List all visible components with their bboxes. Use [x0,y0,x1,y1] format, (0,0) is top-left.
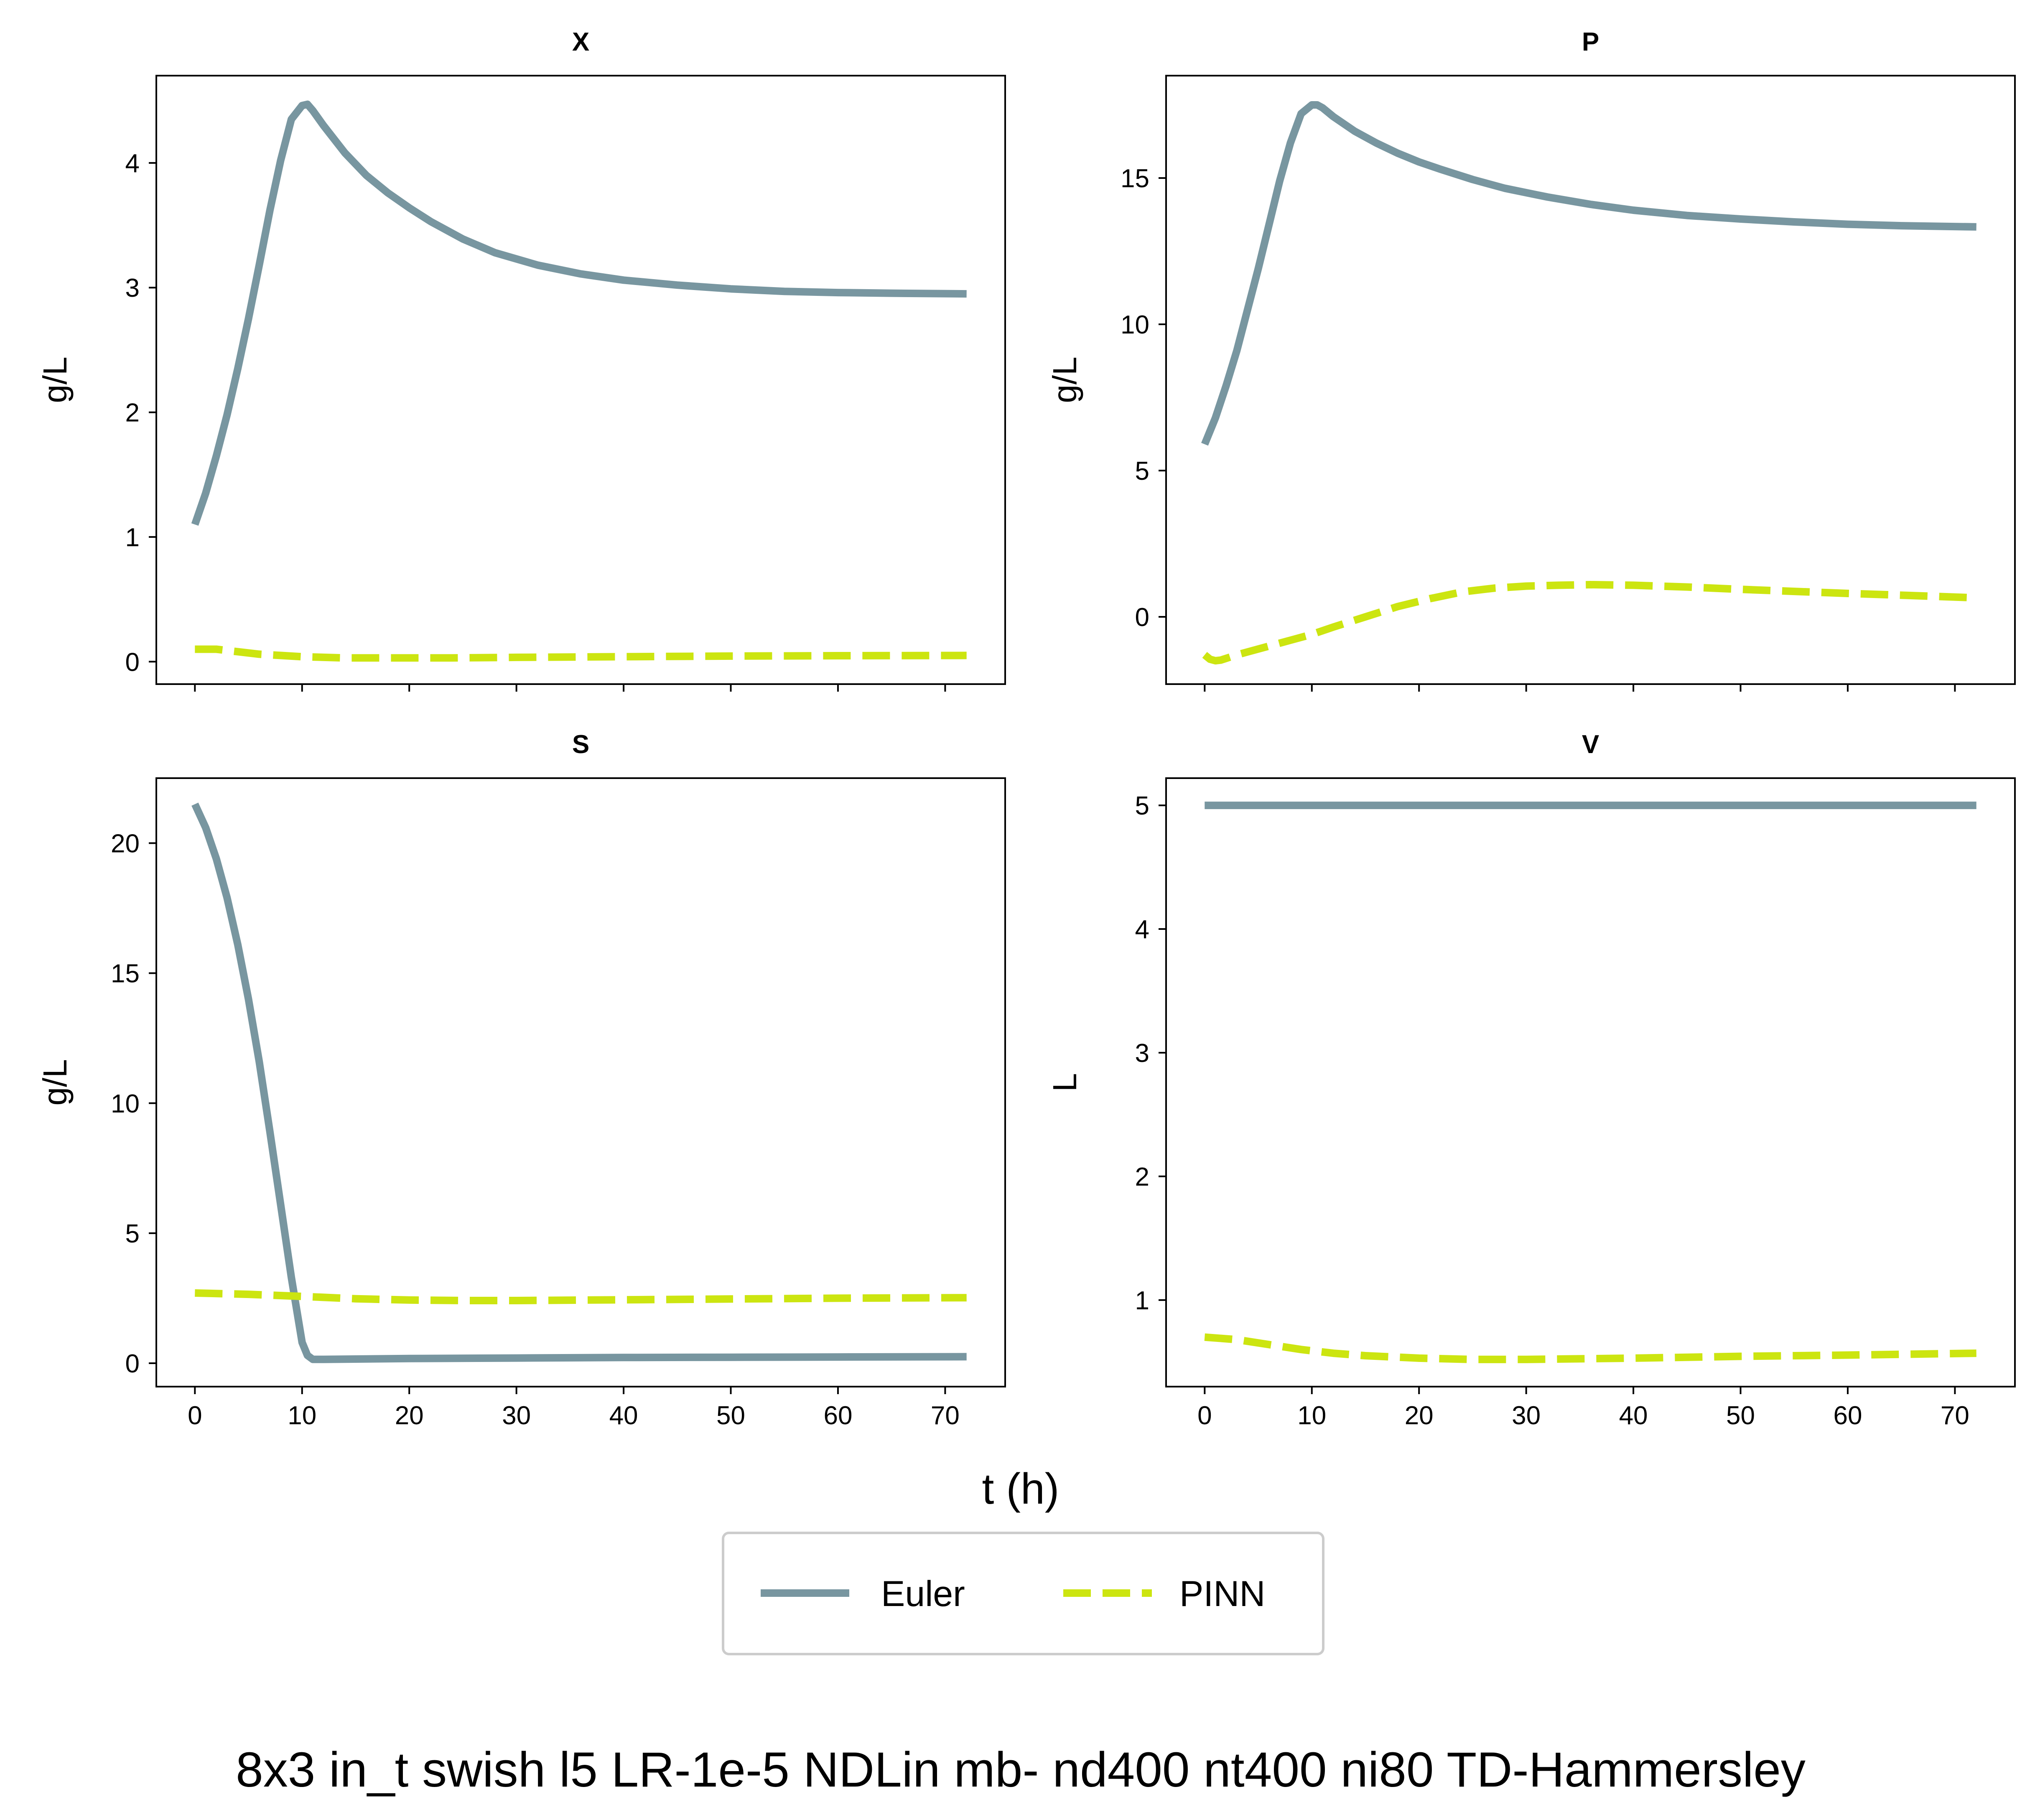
panel-s-pinn-line [195,1289,967,1304]
panel-x-ytick-label: 4 [125,149,140,178]
panel-s-xtick-label: 0 [188,1401,202,1430]
panel-x-pinn-line [195,645,967,662]
panel-v-ytick-label: 5 [1135,792,1149,820]
panel-v-xtick-label: 10 [1297,1401,1326,1430]
panel-x-axes-frame [155,75,1006,685]
panel-v-ytick-label: 1 [1135,1286,1149,1315]
panel-x-ytick-label: 0 [125,648,140,677]
panel-x-euler-line [191,100,967,526]
panel-x-ytick-label: 3 [125,274,140,303]
panel-x: 0 1 2 3 4 Xg/L [36,28,1006,692]
panel-s-xtick-label: 70 [931,1401,960,1430]
panel-s-title: S [572,730,589,759]
panel-s-ylabel: g/L [36,1059,74,1105]
panel-x-ytick-label: 1 [125,523,140,552]
panel-s-xtick-label: 50 [716,1401,745,1430]
panel-x-ytick-label: 2 [125,399,140,428]
panel-s-ytick-label: 5 [125,1219,140,1248]
panel-v-xtick-label: 60 [1833,1401,1862,1430]
panel-v-xtick-label: 50 [1726,1401,1755,1430]
panel-v-axes-frame [1165,777,2016,1387]
panel-v-ytick-label: 3 [1135,1039,1149,1068]
x-axis-label: t (h) [982,1465,1060,1513]
panel-s-xtick-label: 60 [823,1401,852,1430]
panel-s-ytick-label: 20 [111,830,140,858]
panel-v-title: V [1582,730,1599,759]
legend-pinn-label: PINN [1179,1574,1265,1614]
panel-v-xtick-label: 30 [1512,1401,1541,1430]
panel-x-ylabel: g/L [36,356,74,403]
panel-p-euler-line [1201,101,1976,446]
panel-p-axes-frame [1165,75,2016,685]
panel-p-pinn-line [1202,581,1977,664]
panel-v-pinn-line [1204,1333,1976,1363]
panel-v-xtick-label: 40 [1619,1401,1648,1430]
panel-p-title: P [1582,28,1599,56]
panel-s-euler-line [191,802,967,1363]
panel-x-title: X [572,28,589,56]
panel-v-xtick-label: 20 [1405,1401,1434,1430]
panel-v-ytick-label: 2 [1135,1163,1149,1191]
panel-p: 0 5 10 15 Pg/L [1046,28,2016,692]
panel-v-ylabel: L [1046,1073,1083,1092]
legend-frame [722,1532,1324,1655]
panel-s-xtick-label: 40 [609,1401,638,1430]
panel-p-ytick-label: 0 [1135,603,1149,632]
panel-p-ytick-label: 5 [1135,457,1149,486]
panel-p-ytick-label: 15 [1121,164,1149,193]
panel-s: 0 10 20 30 40 50 60 70 0 5 10 15 20 Sg/L [36,730,1006,1430]
panel-p-ylabel: g/L [1046,356,1083,403]
panel-s-xtick-label: 30 [502,1401,531,1430]
panel-s-ytick-label: 10 [111,1089,140,1118]
legend: Euler PINN [722,1532,1324,1655]
panel-p-ytick-label: 10 [1121,311,1149,339]
panel-s-ytick-label: 15 [111,960,140,988]
legend-euler-label: Euler [881,1574,965,1614]
figure-suptitle: 8x3 in_t swish l5 LR-1e-5 NDLin mb- nd40… [236,1742,1806,1797]
panel-v: 0 10 20 30 40 50 60 70 1 2 3 4 5 V L [1046,730,2016,1430]
panel-s-ytick-label: 0 [125,1349,140,1378]
panel-s-xtick-label: 10 [288,1401,316,1430]
panel-s-xtick-label: 20 [395,1401,424,1430]
panel-v-xtick-label: 70 [1941,1401,1969,1430]
panel-v-xtick-label: 0 [1197,1401,1212,1430]
panel-s-axes-frame [155,777,1006,1387]
panel-v-ytick-label: 4 [1135,915,1149,944]
